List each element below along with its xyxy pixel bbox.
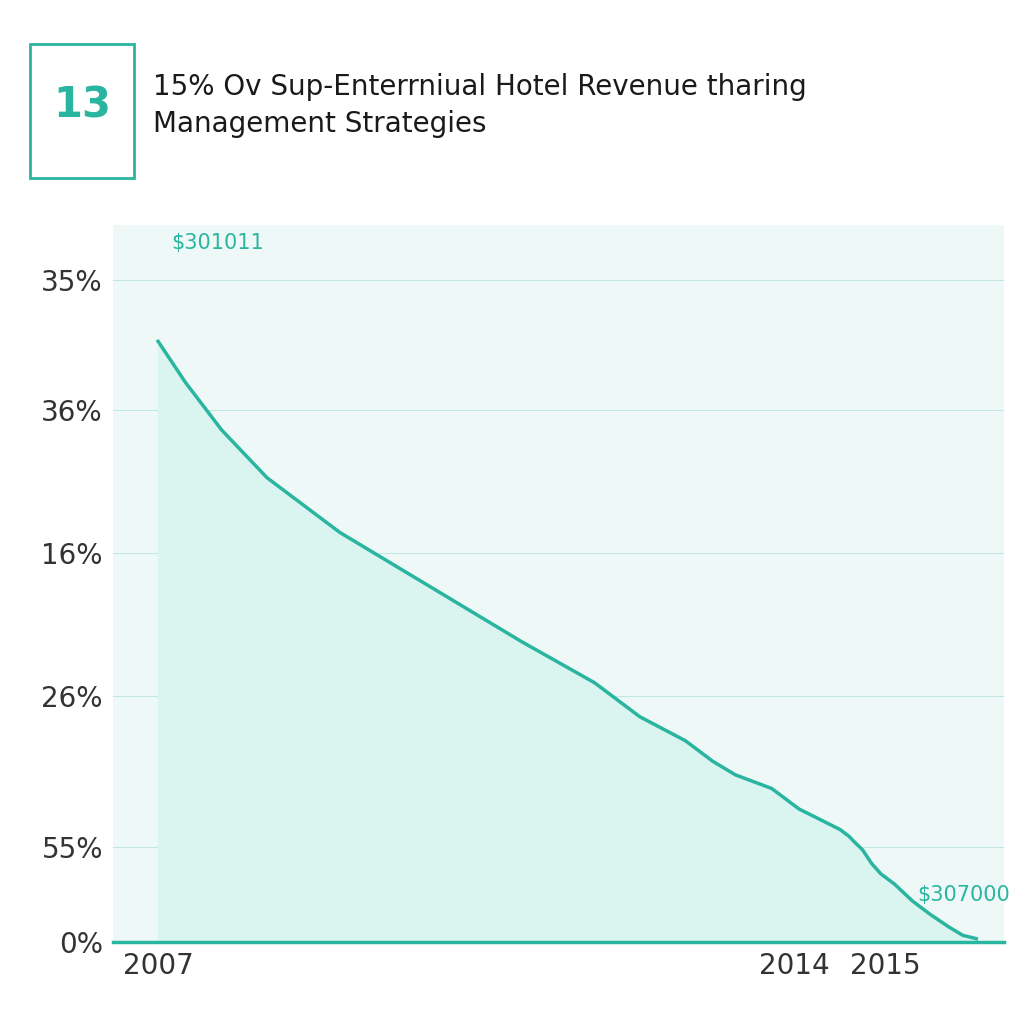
FancyBboxPatch shape <box>31 43 133 178</box>
Text: 13: 13 <box>53 84 112 126</box>
Text: $301011: $301011 <box>172 232 264 253</box>
Text: $307000: $307000 <box>918 885 1010 904</box>
Text: 15% Ov Sup-Enterrniual Hotel Revenue tharing
Management Strategies: 15% Ov Sup-Enterrniual Hotel Revenue tha… <box>154 73 807 137</box>
